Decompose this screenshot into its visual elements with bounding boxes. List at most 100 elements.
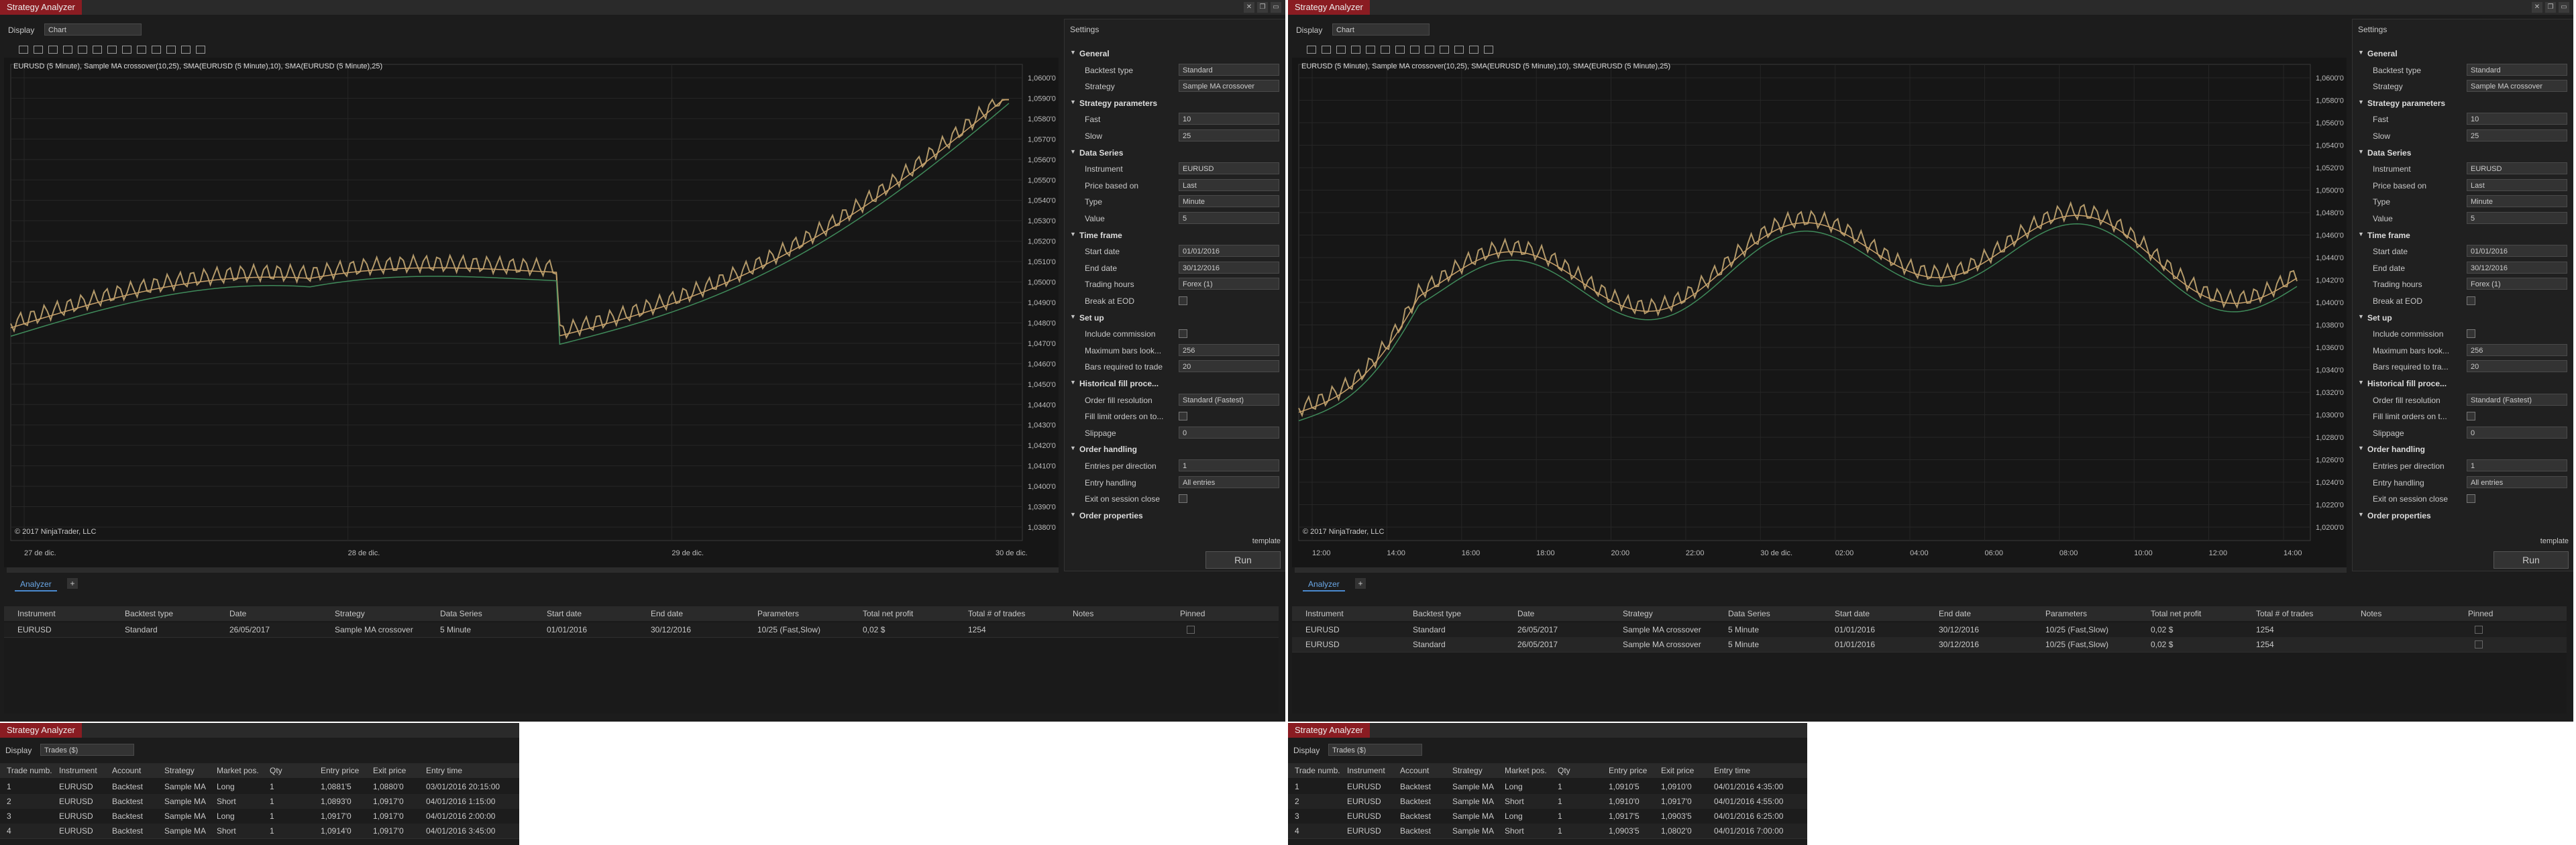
column-header[interactable]: Parameters [2045,609,2088,618]
column-header[interactable]: End date [1939,609,1972,618]
checkbox[interactable] [1179,296,1187,305]
toolbar-icon[interactable] [63,46,72,54]
table-row[interactable]: 4 EURUSD Backtest Sample MA Short 1 1,0914'0 1,… [0,824,519,839]
table-row[interactable]: 1 EURUSD Backtest Sample MA Long 1 1,0910'5 1,0… [1288,779,1807,795]
table-row[interactable]: 2 EURUSD Backtest Sample MA Short 1 1,0910'0 1,… [1288,794,1807,809]
toolbar-icon[interactable] [34,46,43,54]
column-header[interactable]: Backtest type [125,609,174,618]
setting-value[interactable]: 10 [1179,113,1279,125]
toolbar-icon[interactable] [181,46,191,54]
section-title[interactable]: Time frame [2367,230,2410,240]
table-row[interactable]: EURUSD Standard 26/05/2017 Sample MA crosso… [1292,622,2567,638]
section-title[interactable]: General [2367,49,2398,58]
toolbar-icon[interactable] [1440,46,1449,54]
setting-value[interactable]: 1 [2467,459,2567,471]
setting-value[interactable]: Forex (1) [1179,278,1279,290]
checkbox[interactable] [1179,329,1187,339]
column-header[interactable]: Market pos. [1505,766,1547,775]
column-header[interactable]: Account [1400,766,1430,775]
section-title[interactable]: Order properties [1079,510,1143,520]
window-button[interactable]: ▭ [1271,2,1281,13]
section-arrow[interactable]: ▼ [1070,148,1076,155]
setting-value[interactable]: 01/01/2016 [1179,245,1279,258]
column-header[interactable]: Instrument [59,766,97,775]
section-title[interactable]: Historical fill proce... [2367,379,2447,388]
section-arrow[interactable]: ▼ [1070,49,1076,56]
section-title[interactable]: Historical fill proce... [1079,379,1159,388]
section-arrow[interactable]: ▼ [2358,148,2364,155]
checkbox[interactable] [2467,296,2475,305]
setting-value[interactable]: 5 [1179,212,1279,224]
checkbox[interactable] [1179,412,1187,421]
window-button[interactable]: ✕ [2532,2,2542,13]
window-button[interactable]: ❐ [2545,2,2556,13]
table-row[interactable]: 3 EURUSD Backtest Sample MA Long 1 1,0917'0 1,0… [0,809,519,824]
column-header[interactable]: Qty [270,766,282,775]
setting-value[interactable]: 20 [2467,360,2567,373]
run-button[interactable]: Run [1205,551,1281,569]
column-header[interactable]: Strategy [335,609,365,618]
section-title[interactable]: Set up [2367,313,2392,323]
column-header[interactable]: Total net profit [2151,609,2202,618]
section-arrow[interactable]: ▼ [1070,313,1076,320]
table-row[interactable]: 2 EURUSD Backtest Sample MA Short 1 1,0893'0 1,… [0,794,519,809]
toolbar-icon[interactable] [1484,46,1493,54]
toolbar-icon[interactable] [1395,46,1405,54]
window-button[interactable]: ✕ [1244,2,1254,13]
column-header[interactable]: End date [651,609,684,618]
pin-checkbox[interactable] [2475,640,2483,649]
section-title[interactable]: Order handling [2367,445,2426,455]
window-button[interactable]: ▭ [2559,2,2569,13]
section-title[interactable]: Order handling [1079,445,1138,455]
column-header[interactable]: Account [112,766,142,775]
table-row[interactable]: EURUSD Standard 26/05/2017 Sample MA crosso… [4,622,1279,638]
section-title[interactable]: Data Series [2367,148,2412,158]
setting-value[interactable]: All entries [2467,475,2567,488]
toolbar-icon[interactable] [48,46,58,54]
setting-value[interactable]: 01/01/2016 [2467,245,2567,258]
setting-value[interactable]: 0 [2467,426,2567,439]
column-header[interactable]: Notes [2361,609,2382,618]
section-title[interactable]: Data Series [1079,148,1124,158]
setting-value[interactable]: Last [1179,178,1279,191]
column-header[interactable]: Strategy [1623,609,1653,618]
section-title[interactable]: Time frame [1079,230,1122,240]
display-select[interactable]: Trades ($) [1328,744,1422,756]
display-select[interactable]: Trades ($) [40,744,134,756]
column-header[interactable]: Entry price [1609,766,1648,775]
setting-value[interactable]: Standard (Fastest) [1179,393,1279,406]
pin-checkbox[interactable] [1187,626,1195,634]
section-title[interactable]: Order properties [2367,510,2431,520]
column-header[interactable]: Total # of trades [2256,609,2314,618]
setting-value[interactable]: EURUSD [2467,162,2567,175]
column-header[interactable]: Exit price [373,766,407,775]
run-button[interactable]: Run [2493,551,2569,569]
toolbar-icon[interactable] [1410,46,1419,54]
setting-value[interactable]: All entries [1179,475,1279,488]
toolbar-icon[interactable] [1322,46,1331,54]
column-header[interactable]: Date [1517,609,1535,618]
section-arrow[interactable]: ▼ [2358,510,2364,518]
setting-value[interactable]: 30/12/2016 [1179,261,1279,274]
column-header[interactable]: Parameters [757,609,800,618]
column-header[interactable]: Pinned [1180,609,1205,618]
display-select[interactable]: Chart [1332,23,1430,36]
table-row[interactable]: 3 EURUSD Backtest Sample MA Long 1 1,0917'5 1,0… [1288,809,1807,824]
setting-value[interactable]: Standard [2467,63,2567,76]
toolbar-icon[interactable] [1336,46,1346,54]
setting-value[interactable]: 5 [2467,212,2567,224]
template-link[interactable]: template [1252,537,1281,545]
section-arrow[interactable]: ▼ [2358,313,2364,320]
toolbar-icon[interactable] [1381,46,1390,54]
table-row[interactable]: EURUSD Standard 26/05/2017 Sample MA crosso… [1292,637,2567,653]
section-arrow[interactable]: ▼ [2358,445,2364,452]
analyzer-tab[interactable]: Analyzer [15,578,57,592]
toolbar-icon[interactable] [107,46,117,54]
column-header[interactable]: Start date [1835,609,1870,618]
toolbar-icon[interactable] [152,46,161,54]
column-header[interactable]: Exit price [1661,766,1695,775]
column-header[interactable]: Start date [547,609,582,618]
setting-value[interactable]: 10 [2467,113,2567,125]
window-button[interactable]: ❐ [1257,2,1268,13]
column-header[interactable]: Entry time [1714,766,1751,775]
